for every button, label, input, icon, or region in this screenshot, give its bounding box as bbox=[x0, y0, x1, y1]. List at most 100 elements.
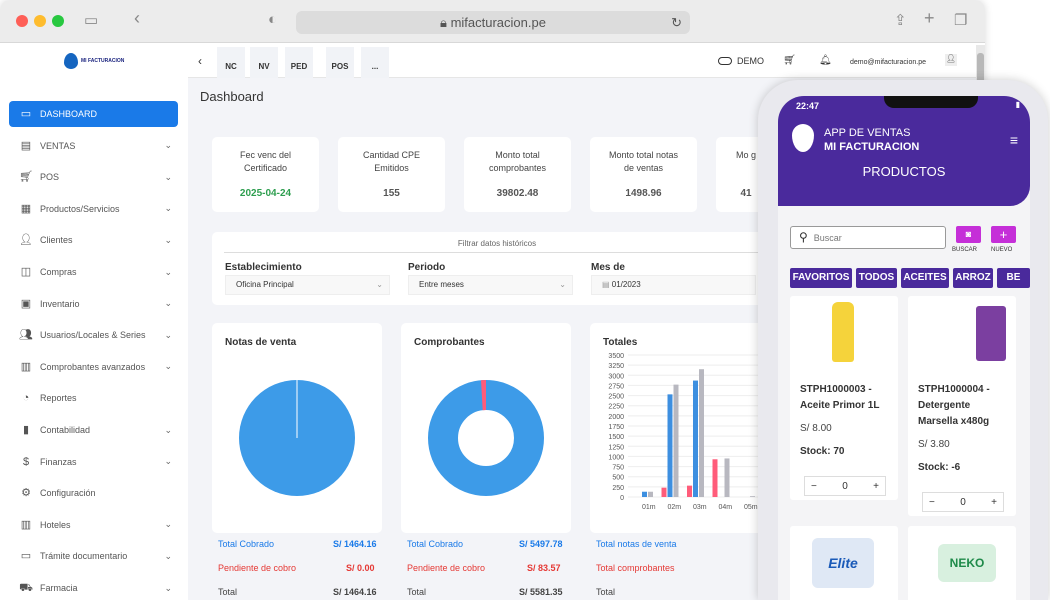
sidebar-item-inventario[interactable]: ▣ Inventario ⌄ bbox=[9, 291, 178, 317]
share-icon[interactable]: ⇪ bbox=[894, 12, 907, 29]
notas-pendiente-value: S/ 0.00 bbox=[346, 563, 375, 573]
url-bar[interactable]: 🔒︎ mifacturacion.pe ↻ bbox=[296, 11, 690, 34]
app-header: 22:47 ▮ APP DE VENTAS MI FACTURACION ≡ PR… bbox=[778, 96, 1030, 206]
sidebar-item-label: Configuración bbox=[40, 488, 96, 499]
demo-toggle-icon[interactable] bbox=[718, 57, 732, 65]
sidebar-toggle-icon[interactable]: ▭ bbox=[84, 12, 99, 29]
stat-value: 39802.48 bbox=[496, 188, 539, 199]
status-time: 22:47 bbox=[796, 101, 820, 111]
category-arroz[interactable]: ARROZ bbox=[953, 268, 993, 288]
comprobantes-total-label: Total bbox=[407, 587, 427, 597]
grid-icon: ▦ bbox=[20, 202, 32, 215]
bar bbox=[693, 380, 698, 497]
plus-icon[interactable]: + bbox=[873, 480, 879, 492]
chevron-down-icon: ⌄ bbox=[164, 203, 172, 214]
chevron-down-icon: ⌄ bbox=[376, 280, 383, 289]
sidebar-item-pos[interactable]: 🛒︎ POS ⌄ bbox=[9, 164, 178, 190]
periodo-label: Periodo bbox=[408, 262, 446, 273]
tab-nv[interactable]: NV bbox=[250, 47, 278, 78]
reload-icon[interactable]: ↻ bbox=[671, 15, 682, 30]
establecimiento-select[interactable]: Oficina Principal ⌄ bbox=[225, 275, 390, 295]
filter-title: Filtrar datos históricos bbox=[457, 239, 537, 248]
notas-pie-chart bbox=[239, 380, 355, 496]
sidebar-item-label: Contabilidad bbox=[40, 425, 91, 435]
tab-pos[interactable]: POS bbox=[326, 47, 354, 78]
avatar-icon[interactable]: 👤︎ bbox=[945, 54, 957, 66]
product-price: S/ 3.80 bbox=[918, 439, 950, 450]
scrollbar-thumb[interactable] bbox=[977, 53, 984, 93]
add-product-button[interactable]: + bbox=[991, 226, 1016, 243]
stat-label: Mo g bbox=[735, 150, 756, 160]
minus-icon[interactable]: − bbox=[929, 496, 935, 508]
bell-icon[interactable]: 🔔︎ bbox=[819, 55, 832, 66]
minimize-window-button[interactable] bbox=[34, 15, 46, 27]
totales-title: Totales bbox=[603, 337, 638, 348]
product-stock: Stock: -6 bbox=[918, 462, 961, 473]
totales-bar-chart: 0 250 500 750 1000 1250 1500 1750 2000 2250 2500 27… bbox=[608, 353, 765, 511]
y-tick-label: 3250 bbox=[608, 363, 624, 370]
product-card[interactable]: STPH1000003 - Aceite Primor 1L S/ 8.00 St… bbox=[790, 296, 898, 500]
product-code: STPH1000003 - bbox=[800, 384, 872, 395]
sidebar-item-dashboard[interactable]: ▭ DASHBOARD bbox=[9, 101, 178, 127]
tab-more[interactable]: ... bbox=[361, 47, 389, 78]
users-icon: 👥︎ bbox=[19, 329, 33, 342]
sidebar-item-label: Reportes bbox=[40, 393, 77, 404]
quantity-stepper[interactable]: − 0 + bbox=[922, 492, 1004, 512]
tabs-overview-icon[interactable]: ❐ bbox=[954, 12, 968, 29]
logo-drop-icon bbox=[64, 53, 78, 69]
shield-icon[interactable]: ◐ bbox=[268, 11, 278, 28]
sidebar-item-reportes[interactable]: ◔ Reportes bbox=[9, 385, 178, 411]
minus-icon[interactable]: − bbox=[811, 480, 817, 492]
app-name: APP DE VENTAS MI FACTURACION bbox=[824, 126, 919, 154]
close-window-button[interactable] bbox=[16, 15, 28, 27]
sidebar-item-usuarios-locales-series[interactable]: 👥︎ Usuarios/Locales & Series ⌄ bbox=[9, 322, 178, 348]
periodo-select[interactable]: Entre meses ⌄ bbox=[408, 275, 573, 295]
tab-ped[interactable]: PED bbox=[285, 47, 313, 78]
sidebar-item-label: Compras bbox=[40, 267, 77, 277]
back-arrow-icon[interactable]: ‹ bbox=[134, 8, 140, 28]
cart-icon[interactable]: 🛒︎ bbox=[783, 55, 796, 66]
quantity-stepper[interactable]: − 0 + bbox=[804, 476, 886, 496]
sidebar-item-contabilidad[interactable]: ▮ Contabilidad ⌄ bbox=[9, 417, 178, 443]
sidebar-item-compras[interactable]: ◫ Compras ⌄ bbox=[9, 259, 178, 285]
y-tick-label: 0 bbox=[620, 495, 624, 502]
y-tick-label: 1500 bbox=[608, 434, 624, 441]
category-aceites[interactable]: ACEITES bbox=[901, 268, 949, 288]
filter-card: Filtrar datos históricos Establecimiento… bbox=[212, 232, 782, 305]
building-icon: ▥ bbox=[20, 518, 32, 531]
sidebar-item-clientes[interactable]: 👤︎ Clientes ⌄ bbox=[9, 227, 178, 253]
collapse-chevron-icon[interactable]: ‹ bbox=[198, 54, 202, 68]
chevron-down-icon: ⌄ bbox=[164, 519, 172, 530]
product-search-input[interactable]: ⚲ Buscar bbox=[790, 226, 946, 249]
sidebar-item-ventas[interactable]: ▤ VENTAS ⌄ bbox=[9, 133, 178, 159]
comprobantes-cobrado-label: Total Cobrado bbox=[407, 539, 464, 549]
category-be[interactable]: BE bbox=[997, 268, 1030, 288]
notas-total-value: S/ 1464.16 bbox=[333, 587, 377, 597]
sidebar-item-label: Usuarios/Locales & Series bbox=[40, 330, 146, 341]
product-card[interactable]: STPH1000004 - Detergente Marsella x480g S/… bbox=[908, 296, 1016, 516]
sidebar-item-configuraci-n[interactable]: ⚙ Configuración bbox=[9, 480, 178, 506]
sidebar-item-finanzas[interactable]: $ Finanzas ⌄ bbox=[9, 449, 178, 475]
sidebar-item-comprobantes-avanzados[interactable]: ▥ Comprobantes avanzados ⌄ bbox=[9, 354, 178, 380]
product-card[interactable]: NEKO bbox=[908, 526, 1016, 600]
sidebar-item-tr-mite-documentario[interactable]: ▭ Trámite documentario ⌄ bbox=[9, 543, 178, 569]
phone-screen: 22:47 ▮ APP DE VENTAS MI FACTURACION ≡ PR… bbox=[778, 96, 1030, 600]
oil-bottle-image bbox=[832, 302, 854, 362]
search-icon: ⚲ bbox=[799, 230, 808, 244]
sidebar-item-hoteles[interactable]: ▥ Hoteles ⌄ bbox=[9, 512, 178, 538]
new-tab-icon[interactable]: + bbox=[924, 8, 935, 28]
category-favoritos[interactable]: FAVORITOS bbox=[790, 268, 852, 288]
product-card[interactable]: Elite bbox=[790, 526, 898, 600]
maximize-window-button[interactable] bbox=[52, 15, 64, 27]
plus-icon[interactable]: + bbox=[991, 496, 997, 508]
user-email[interactable]: demo@mifacturacion.pe bbox=[850, 59, 926, 66]
calendar-icon: ▤ bbox=[602, 280, 612, 289]
mes-input[interactable]: ▤ 01/2023 bbox=[591, 275, 756, 295]
sidebar-item-productos-servicios[interactable]: ▦ Productos/Servicios ⌄ bbox=[9, 196, 178, 222]
camera-icon[interactable]: ◙ bbox=[956, 226, 981, 243]
tab-nc[interactable]: NC bbox=[217, 47, 245, 78]
sidebar-item-farmacia[interactable]: ⛟ Farmacia ⌄ bbox=[9, 575, 178, 600]
menu-icon[interactable]: ≡ bbox=[1009, 132, 1018, 148]
detergent-bag-image bbox=[976, 306, 1006, 361]
category-todos[interactable]: TODOS bbox=[856, 268, 897, 288]
